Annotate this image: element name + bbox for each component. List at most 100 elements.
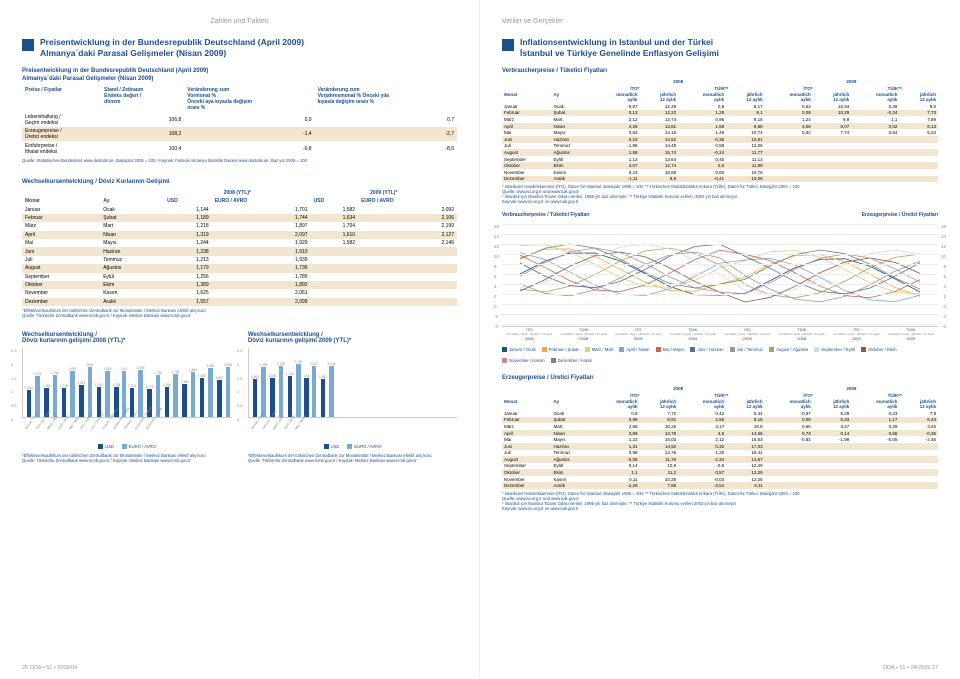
x-label: Januar / Ocak xyxy=(250,420,259,430)
inf-cell: 2,65 xyxy=(591,423,639,430)
inf-cell: Kasım xyxy=(551,476,591,483)
inf-cell: April xyxy=(502,430,551,437)
inf-cell: 0,58 xyxy=(678,143,726,150)
square-icon-r xyxy=(502,39,514,51)
legend-item: April / Nisan xyxy=(619,347,649,352)
inf-cell xyxy=(899,482,938,489)
fx-cell: 1,785 xyxy=(212,273,311,281)
inf-cell xyxy=(765,176,813,183)
inf-cell: April xyxy=(502,123,551,130)
fx-cell xyxy=(311,247,359,255)
inf-cell: 10,34 xyxy=(813,103,852,110)
inf-cell: 17,03 xyxy=(726,443,765,450)
inf-cell: 14,56 xyxy=(726,430,765,437)
fx-cell: 1,625 xyxy=(164,289,212,297)
fx-legend: USD EURO / AVRO xyxy=(22,444,232,449)
price-cell: -2,7 xyxy=(315,127,457,141)
inf-subhead: TÜİK** xyxy=(678,392,765,399)
fx-cell xyxy=(311,273,359,281)
inf-cell: 0,65 xyxy=(765,423,813,430)
inf-colpair: jährlich 12 aylık xyxy=(813,398,852,410)
inf-cell: 0,02 xyxy=(851,123,899,130)
fx-chart-title-l: Wechselkursentwicklung / Döviz kurlarını… xyxy=(22,332,232,344)
fx-cell: Temmuz xyxy=(100,256,164,264)
square-icon xyxy=(22,39,34,51)
legend-item: Januar / Ocak xyxy=(502,347,536,352)
legend-item: Juli / Temmuz xyxy=(730,347,763,352)
legend-eur-r: EURO / AVRO xyxy=(354,444,381,449)
inf-cell: -0,57 xyxy=(765,410,813,417)
x-label: April / Nisan xyxy=(283,420,292,430)
inf-cell: Januar xyxy=(502,410,551,417)
inf-cell xyxy=(851,156,899,163)
inf-cell: 0,14 xyxy=(591,463,639,470)
inf-cell xyxy=(851,136,899,143)
x-label: Mai / Mayıs xyxy=(68,420,77,430)
inf-subhead: TÜİK** xyxy=(851,392,938,399)
fx-cell: 1,244 xyxy=(164,239,212,247)
inf-cell: 10,76 xyxy=(726,169,765,176)
inf-cell: 4,26 xyxy=(591,123,639,130)
x-label: Dezember / Aralık xyxy=(145,420,154,430)
x-label: Juli / Temmuz xyxy=(90,420,99,430)
inf-cell: 10,85 xyxy=(640,169,679,176)
inf-cell: -0,41 xyxy=(678,176,726,183)
inf-cell xyxy=(899,443,938,450)
inf-cell: 8,15 xyxy=(726,417,765,424)
inf-cell: -0,9 xyxy=(678,463,726,470)
inf-cell xyxy=(899,136,938,143)
left-footer: 26 ODA • 51 • 2009/04 xyxy=(22,665,77,671)
inf-cell: Ocak xyxy=(551,103,591,110)
inf-cell: Dezember xyxy=(502,482,551,489)
fx-cell: Februar xyxy=(22,214,100,222)
inf-cell: 12,22 xyxy=(640,110,679,117)
inf-cell: 10,29 xyxy=(813,110,852,117)
right-footer: ODA • 51 • 04/2009 27 xyxy=(883,665,938,671)
fx-charts-row: Wechselkursentwicklung / Döviz kurlarını… xyxy=(22,328,457,463)
fx-cell: 1,144 xyxy=(164,206,212,214)
inf-cell: Mayıs xyxy=(551,129,591,136)
inf-cell xyxy=(765,443,813,450)
inf-cell: 11,76 xyxy=(640,456,679,463)
inf-cell: 0,08 xyxy=(765,417,813,424)
inf-colpair: monatlich aylık xyxy=(851,398,899,410)
legend-item: August / Ağustos xyxy=(769,347,808,352)
inf-cell xyxy=(813,476,852,483)
fx-cell: 1,929 xyxy=(212,239,311,247)
fx-cell: 1,610 xyxy=(311,231,359,239)
x-group: TÜİKmonatlich / aylık jährlich / 12 aylı… xyxy=(557,326,612,341)
inf-cell: November xyxy=(502,476,551,483)
legend-eur: EURO / AVRO xyxy=(129,444,156,449)
inf-cell: 12,49 xyxy=(726,463,765,470)
inf-cell: Nisan xyxy=(551,430,591,437)
inf-cell: 3,89 xyxy=(591,430,639,437)
inf-cell: 7,74 xyxy=(813,129,852,136)
fx-cell xyxy=(358,256,457,264)
fx-cell: 1,582 xyxy=(311,239,359,247)
inf-cell xyxy=(851,482,899,489)
fx-cell: 1,897 xyxy=(212,222,311,230)
producer-table: 20082009İTO*TÜİK**İTO*TÜİK**MonatAymonat… xyxy=(502,385,938,489)
inf-cell xyxy=(765,162,813,169)
inf-cell xyxy=(851,476,899,483)
inf-cell: 0,98 xyxy=(591,450,639,457)
inf-cell: August xyxy=(502,149,551,156)
x-label: November / Kasım xyxy=(134,420,143,430)
inf-cell xyxy=(851,149,899,156)
inf-cell: 0,32 xyxy=(765,129,813,136)
x-group: TÜİKmonatlich / aylık jährlich / 12 aylı… xyxy=(666,326,721,341)
inf-cell: März xyxy=(502,116,551,123)
inf-cell: -0,35 xyxy=(899,430,938,437)
inf-cell: 10,74 xyxy=(726,129,765,136)
inf-cell: 14,16 xyxy=(640,129,679,136)
inf-subhead: İTO* xyxy=(591,392,678,399)
price-cell: -1,4 xyxy=(184,127,314,141)
inf-cell: 14,67 xyxy=(726,456,765,463)
inf-cell: 0,96 xyxy=(678,116,726,123)
fx-cell: Eylül xyxy=(100,273,164,281)
fx-cell: August xyxy=(22,264,100,272)
inf-cell: Mai xyxy=(502,436,551,443)
inf-cell: 1,25 xyxy=(678,450,726,457)
inf-cell: Şubat xyxy=(551,110,591,117)
right-title-tr: İstanbul ve Türkiye Genelinde Enflasyon … xyxy=(520,48,719,58)
